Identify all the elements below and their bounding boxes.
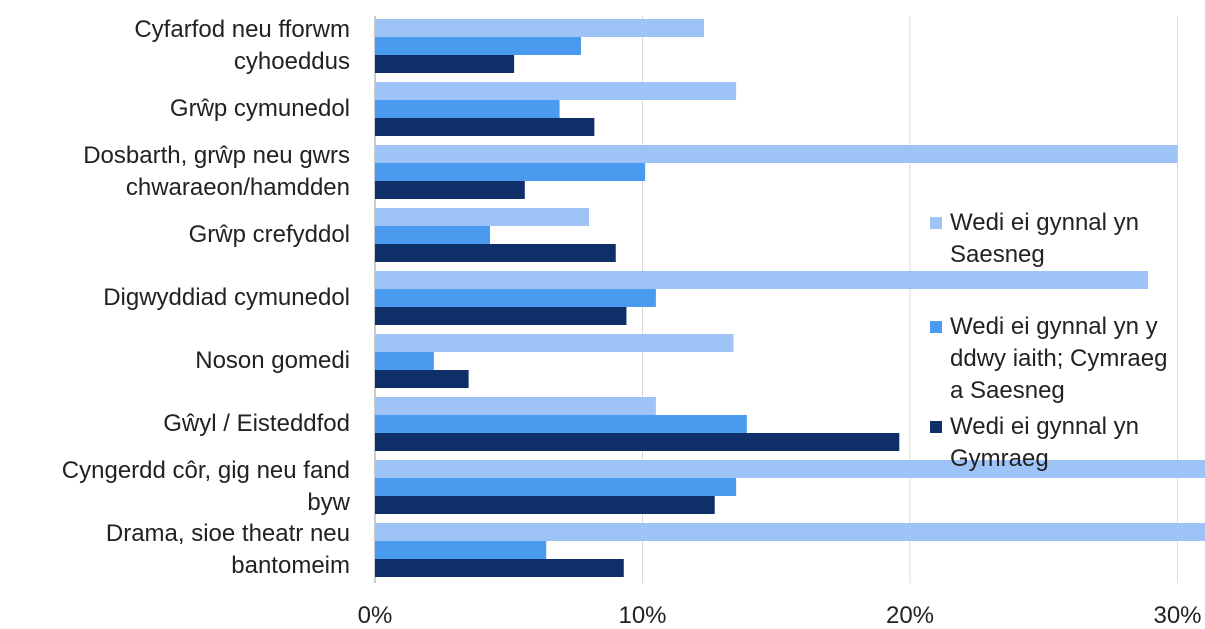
bar xyxy=(375,541,547,559)
x-tick-label: 0% xyxy=(358,602,393,629)
x-tick-label: 20% xyxy=(886,602,934,629)
bar xyxy=(375,478,737,496)
bar xyxy=(375,226,491,244)
legend-label-line: Gymraeg xyxy=(950,445,1049,472)
category-label-line: Drama, sioe theatr neu xyxy=(105,520,350,547)
bar xyxy=(375,37,581,55)
category-label: Noson gomedi xyxy=(0,345,350,377)
legend-swatch xyxy=(930,421,942,433)
bars xyxy=(375,19,1205,577)
bar xyxy=(375,145,1178,163)
bar xyxy=(375,181,525,199)
category-label: Cyngerdd côr, gig neu fand byw xyxy=(0,455,350,519)
bar xyxy=(375,19,705,37)
category-label: Grŵp crefyddol xyxy=(0,219,350,251)
legend-label: Wedi ei gynnal yn y ddwy iaith; Cymraeg a … xyxy=(950,311,1200,407)
legend-swatch xyxy=(930,217,942,229)
bar xyxy=(375,208,589,226)
category-label-line: Dosbarth, grŵp neu gwrs xyxy=(83,142,350,169)
bar xyxy=(375,559,624,577)
legend-label: Wedi ei gynnal yn Gymraeg xyxy=(950,411,1200,475)
legend-label-line: a Saesneg xyxy=(950,377,1065,404)
bar xyxy=(375,352,434,370)
legend-label-line: Wedi ei gynnal yn xyxy=(950,209,1139,236)
bar xyxy=(375,433,900,451)
bar xyxy=(375,460,1205,478)
category-label-line: Grŵp cymunedol xyxy=(169,95,350,122)
x-tick-label: 30% xyxy=(1153,602,1201,629)
bar xyxy=(375,271,1149,289)
category-label-line: Grŵp crefyddol xyxy=(188,221,350,248)
bar xyxy=(375,334,734,352)
legend-label-line: Saesneg xyxy=(950,241,1045,268)
bar xyxy=(375,397,656,415)
bar xyxy=(375,370,469,388)
bar xyxy=(375,55,515,73)
category-label: Dosbarth, grŵp neu gwrs chwaraeon/hamdden xyxy=(0,140,350,204)
legend-label-line: Wedi ei gynnal yn xyxy=(950,413,1139,440)
category-label-line: bantomeim xyxy=(231,552,350,579)
category-label-line: chwaraeon/hamdden xyxy=(125,174,350,201)
bar xyxy=(375,289,656,307)
bar xyxy=(375,163,646,181)
bar xyxy=(375,496,715,514)
bar xyxy=(375,244,616,262)
category-label: Gŵyl / Eisteddfod xyxy=(0,408,350,440)
x-tick-label: 10% xyxy=(618,602,666,629)
x-axis-ticks: 0%10%20%30%40% xyxy=(358,602,1202,629)
category-label-line: Cyfarfod neu fforwm xyxy=(134,16,350,43)
category-label-line: Gŵyl / Eisteddfod xyxy=(163,410,350,437)
bar xyxy=(375,100,560,118)
bar xyxy=(375,415,747,433)
category-label-line: Cyngerdd côr, gig neu fand xyxy=(61,457,350,484)
category-label-line: Noson gomedi xyxy=(195,347,350,374)
category-label-line: cyhoeddus xyxy=(233,48,350,75)
bar xyxy=(375,523,1205,541)
category-label: Grŵp cymunedol xyxy=(0,93,350,125)
legend-label: Wedi ei gynnal yn Saesneg xyxy=(950,207,1200,271)
legend-label-line: ddwy iaith; Cymraeg xyxy=(950,345,1168,372)
category-label: Digwyddiad cymunedol xyxy=(0,282,350,314)
bar xyxy=(375,82,737,100)
category-label-line: byw xyxy=(307,489,350,516)
bar xyxy=(375,307,627,325)
legend-label-line: Wedi ei gynnal yn y xyxy=(950,313,1158,340)
category-label: Drama, sioe theatr neu bantomeim xyxy=(0,518,350,582)
bar xyxy=(375,118,595,136)
category-label-line: Digwyddiad cymunedol xyxy=(103,284,350,311)
legend-swatch xyxy=(930,321,942,333)
category-label: Cyfarfod neu fforwm cyhoeddus xyxy=(0,14,350,78)
